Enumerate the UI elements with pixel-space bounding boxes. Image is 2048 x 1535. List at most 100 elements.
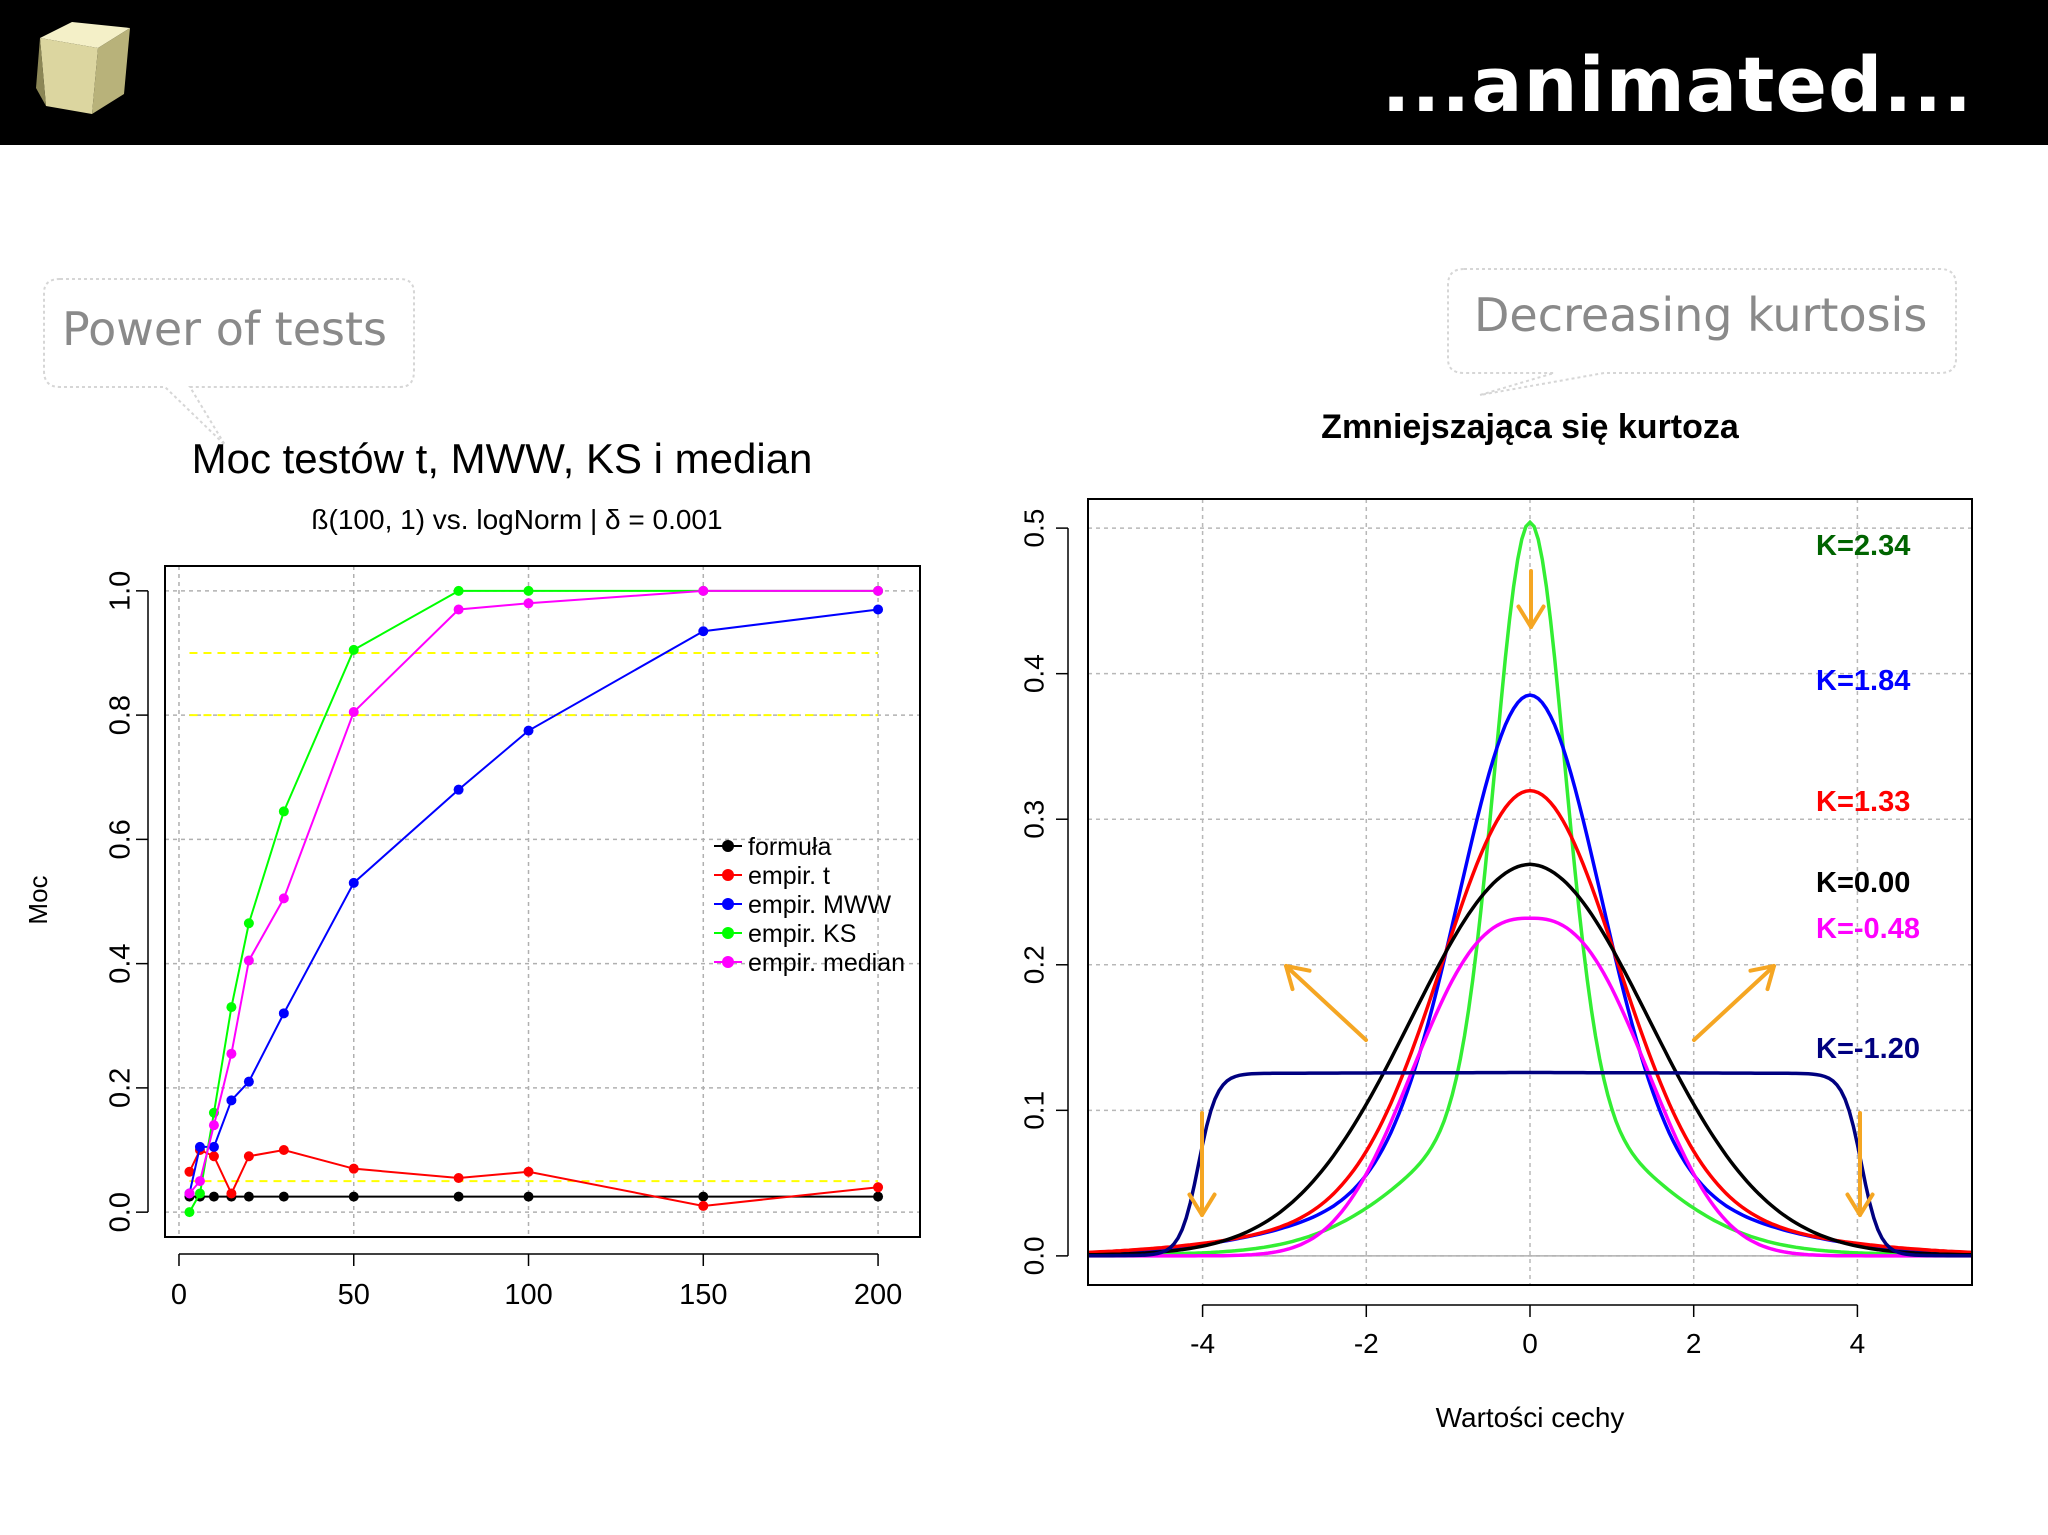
legend-label: empir. t (748, 862, 830, 890)
density-curve (1088, 519, 1972, 1257)
kurtosis-label: K=-1.20 (1816, 1033, 1920, 1065)
data-point (194, 1141, 205, 1152)
data-point (243, 955, 254, 966)
y-tick-label: 0.4 (105, 943, 137, 983)
data-point (698, 626, 709, 637)
y-tick-label: 0.3 (1018, 800, 1049, 839)
y-tick-label: 0.5 (1018, 509, 1049, 548)
legend-label: empir. KS (748, 920, 856, 948)
kurtosis-label: K=1.33 (1816, 786, 1910, 818)
density-curve (1088, 1070, 1972, 1258)
data-point (873, 585, 884, 596)
data-point (243, 918, 254, 929)
data-point (523, 598, 534, 609)
data-point (873, 1182, 884, 1193)
data-point (873, 604, 884, 615)
x-tick-label: 100 (504, 1279, 552, 1311)
data-point (208, 1151, 219, 1162)
legend-swatch-dot (722, 898, 734, 910)
data-point (184, 1166, 195, 1177)
x-tick-label: 50 (338, 1279, 370, 1311)
orange-arrow-icon (1516, 569, 1546, 629)
orange-arrow-icon (1187, 1111, 1217, 1217)
callout-left-text: Power of tests (62, 302, 387, 356)
x-tick-label: 200 (854, 1279, 902, 1311)
data-point (453, 1172, 464, 1183)
data-point (194, 1188, 205, 1199)
data-point (184, 1188, 195, 1199)
y-tick-label: 0.0 (105, 1192, 137, 1232)
data-point (278, 1145, 289, 1156)
arrow-head (1516, 604, 1546, 629)
data-point (278, 1191, 289, 1202)
data-point (348, 877, 359, 888)
data-point (348, 1191, 359, 1202)
legend-label: formuła (748, 833, 831, 861)
legend-swatch-dot (722, 927, 734, 939)
data-point (348, 707, 359, 718)
data-point (453, 1191, 464, 1202)
data-point (698, 1200, 709, 1211)
data-point (453, 585, 464, 596)
data-point (243, 1076, 254, 1087)
x-tick-label: -4 (1190, 1328, 1215, 1359)
density-curve (1088, 862, 1972, 1257)
data-point (194, 1176, 205, 1187)
data-point (208, 1120, 219, 1131)
data-point (243, 1151, 254, 1162)
arrow-shaft (1692, 964, 1776, 1042)
data-point (698, 585, 709, 596)
arrow-shaft (1284, 964, 1368, 1042)
legend-label: empir. MWW (748, 891, 891, 919)
data-point (873, 1191, 884, 1202)
arrow-head (1845, 1192, 1875, 1217)
kurtosis-chart-title: Zmniejszająca się kurtoza (1321, 408, 1740, 446)
kurtosis-label: K=0.00 (1816, 867, 1910, 899)
y-tick-label: 0.1 (1018, 1091, 1049, 1130)
data-point (184, 1207, 195, 1218)
data-point (226, 1002, 237, 1013)
data-point (278, 1008, 289, 1019)
kurtosis-label: K=-0.48 (1816, 913, 1920, 945)
power-chart: Moc testów t, MWW, KS i median ß(100, 1)… (23, 435, 921, 1311)
power-chart-ylabel: Moc (23, 875, 53, 924)
data-point (226, 1188, 237, 1199)
orange-arrow-icon (1284, 964, 1368, 1042)
kurtosis-chart-xlabel: Wartości cechy (1436, 1402, 1625, 1433)
data-point (348, 1163, 359, 1174)
density-curve (1088, 916, 1972, 1258)
y-tick-label: 0.2 (105, 1068, 137, 1108)
x-tick-label: 0 (171, 1279, 187, 1311)
data-point (523, 585, 534, 596)
kurtosis-label: K=2.34 (1816, 530, 1910, 562)
data-point (243, 1191, 254, 1202)
x-tick-label: -2 (1354, 1328, 1379, 1359)
data-point (278, 806, 289, 817)
data-point (348, 644, 359, 655)
legend-swatch-dot (722, 869, 734, 881)
data-point (208, 1191, 219, 1202)
data-point (523, 1166, 534, 1177)
header-bar: ...animated... (0, 0, 2048, 145)
data-point (208, 1141, 219, 1152)
data-point (226, 1095, 237, 1106)
data-point (226, 1048, 237, 1059)
kurtosis-label: K=1.84 (1816, 665, 1910, 697)
data-point (453, 784, 464, 795)
legend-swatch-dot (722, 956, 734, 968)
y-tick-label: 0.8 (105, 695, 137, 735)
legend-swatch-dot (722, 840, 734, 852)
orange-arrow-icon (1845, 1111, 1875, 1217)
y-tick-label: 0.2 (1018, 945, 1049, 984)
x-tick-label: 2 (1686, 1328, 1702, 1359)
callout-right-shape (1447, 268, 1957, 396)
header-title: ...animated... (1381, 40, 1973, 129)
callout-left-shape (43, 278, 415, 446)
arrow-head (1187, 1192, 1217, 1217)
power-chart-subtitle: ß(100, 1) vs. logNorm | δ = 0.001 (311, 504, 722, 535)
data-point (698, 1191, 709, 1202)
y-tick-label: 0.4 (1018, 654, 1049, 693)
kurtosis-chart: Zmniejszająca się kurtoza Wartości cechy… (1018, 408, 1973, 1433)
data-point (453, 604, 464, 615)
x-tick-label: 0 (1522, 1328, 1538, 1359)
